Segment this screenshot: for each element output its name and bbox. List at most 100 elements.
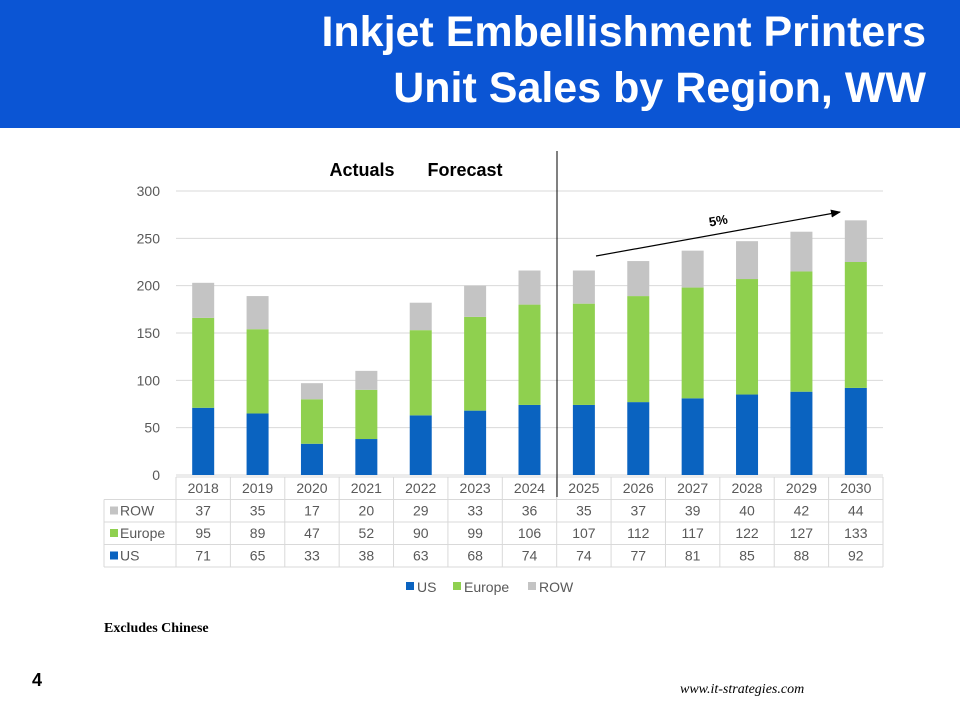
bar-us-2029	[790, 391, 813, 475]
data-label: 17	[304, 503, 320, 519]
data-label: 107	[572, 525, 596, 541]
data-label: 117	[681, 525, 704, 541]
bar-us-2026	[627, 402, 650, 475]
slide-title-line-1: Inkjet Embellishment Printers	[321, 8, 926, 56]
y-tick-label: 200	[137, 278, 161, 294]
bar-row-2025	[572, 270, 595, 304]
table-row-label: US	[120, 548, 139, 564]
bar-europe-2025	[572, 303, 595, 405]
data-label: 71	[195, 548, 211, 564]
data-label: 40	[739, 503, 755, 519]
bar-europe-2026	[627, 296, 650, 403]
bar-europe-2018	[192, 317, 215, 408]
bar-row-2024	[518, 270, 541, 305]
x-tick-label: 2027	[677, 480, 708, 496]
section-label-forecast: Forecast	[427, 160, 502, 180]
page-number: 4	[32, 670, 43, 690]
data-label: 47	[304, 525, 320, 541]
x-tick-label: 2028	[731, 480, 762, 496]
growth-arrow	[595, 209, 841, 257]
data-label: 133	[844, 525, 868, 541]
website-url: www.it-strategies.com	[680, 682, 805, 697]
bar-us-2023	[464, 410, 487, 475]
bar-europe-2022	[409, 330, 432, 416]
bar-europe-2030	[844, 262, 867, 388]
x-tick-label: 2030	[840, 480, 871, 496]
footnote: Excludes Chinese	[104, 621, 209, 636]
title-banner: Inkjet Embellishment Printers Unit Sales…	[0, 0, 960, 128]
bar-us-2018	[192, 407, 215, 475]
bar-us-2030	[844, 387, 867, 475]
data-label: 74	[522, 548, 538, 564]
bar-us-2027	[681, 398, 704, 475]
table-row-label: ROW	[120, 503, 155, 519]
data-label: 37	[195, 503, 211, 519]
data-label: 38	[359, 548, 375, 564]
x-tick-label: 2023	[460, 480, 491, 496]
bar-row-2029	[790, 231, 813, 272]
bar-us-2020	[300, 443, 323, 475]
bar-europe-2027	[681, 287, 704, 399]
bar-row-2018	[192, 282, 215, 318]
bar-europe-2028	[736, 279, 759, 395]
x-tick-label: 2019	[242, 480, 273, 496]
y-tick-label: 150	[137, 325, 161, 341]
data-label: 92	[848, 548, 864, 564]
y-tick-label: 0	[152, 467, 160, 483]
legend-swatch-europe	[453, 582, 461, 590]
data-label: 63	[413, 548, 429, 564]
bar-row-2020	[300, 383, 323, 400]
bar-europe-2023	[464, 316, 487, 411]
bar-us-2024	[518, 404, 541, 475]
data-label: 77	[630, 548, 646, 564]
data-label: 68	[467, 548, 483, 564]
x-tick-label: 2026	[623, 480, 654, 496]
table-legend-key-europe	[110, 529, 118, 537]
data-label: 35	[576, 503, 592, 519]
data-label: 90	[413, 525, 429, 541]
bar-row-2019	[246, 296, 269, 330]
bar-us-2019	[246, 413, 269, 475]
data-label: 88	[794, 548, 810, 564]
bar-europe-2024	[518, 304, 541, 405]
data-label: 20	[359, 503, 375, 519]
bar-europe-2019	[246, 329, 269, 414]
table-legend-key-row	[110, 506, 118, 515]
bar-us-2021	[355, 439, 378, 475]
data-label: 36	[522, 503, 538, 519]
bar-us-2022	[409, 415, 432, 475]
bar-us-2028	[736, 394, 759, 475]
legend-label: ROW	[539, 579, 574, 595]
data-label: 74	[576, 548, 592, 564]
section-label-actuals: Actuals	[329, 160, 394, 180]
data-label: 39	[685, 503, 701, 519]
table-row-label: Europe	[120, 525, 165, 541]
data-label: 35	[250, 503, 266, 519]
data-label: 52	[359, 525, 375, 541]
x-tick-label: 2018	[188, 480, 219, 496]
data-label: 44	[848, 503, 864, 519]
stacked-bar-chart: 0 50 100 150 200 250 300 2018 2019 2020 2021 2022 2…	[103, 151, 884, 595]
table-legend-key-us	[110, 551, 118, 560]
slide-title-line-2: Unit Sales by Region, WW	[393, 64, 926, 112]
bar-row-2030	[844, 220, 867, 262]
data-label: 106	[518, 525, 542, 541]
data-label: 65	[250, 548, 266, 564]
y-tick-label: 100	[137, 372, 161, 388]
data-label: 81	[685, 548, 701, 564]
x-tick-label: 2020	[296, 480, 327, 496]
data-label: 99	[467, 525, 483, 541]
data-label: 112	[627, 525, 650, 541]
x-tick-label: 2022	[405, 480, 436, 496]
x-tick-label: 2021	[351, 480, 382, 496]
data-label: 95	[195, 525, 211, 541]
bar-row-2027	[681, 250, 704, 288]
bar-row-2021	[355, 370, 378, 390]
data-label: 29	[413, 503, 429, 519]
growth-rate-label: 5%	[708, 211, 730, 229]
bar-europe-2020	[300, 399, 323, 444]
legend-label: US	[417, 579, 436, 595]
legend-label: Europe	[464, 579, 509, 595]
y-tick-label: 50	[144, 420, 160, 436]
bar-row-2022	[409, 302, 432, 331]
